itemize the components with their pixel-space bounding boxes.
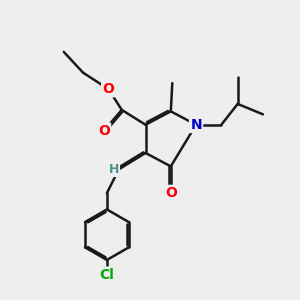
Text: N: N [190, 118, 202, 132]
Text: H: H [108, 163, 119, 176]
Text: Cl: Cl [100, 268, 114, 282]
Text: O: O [165, 186, 177, 200]
Text: O: O [103, 82, 114, 96]
Text: O: O [98, 124, 110, 138]
